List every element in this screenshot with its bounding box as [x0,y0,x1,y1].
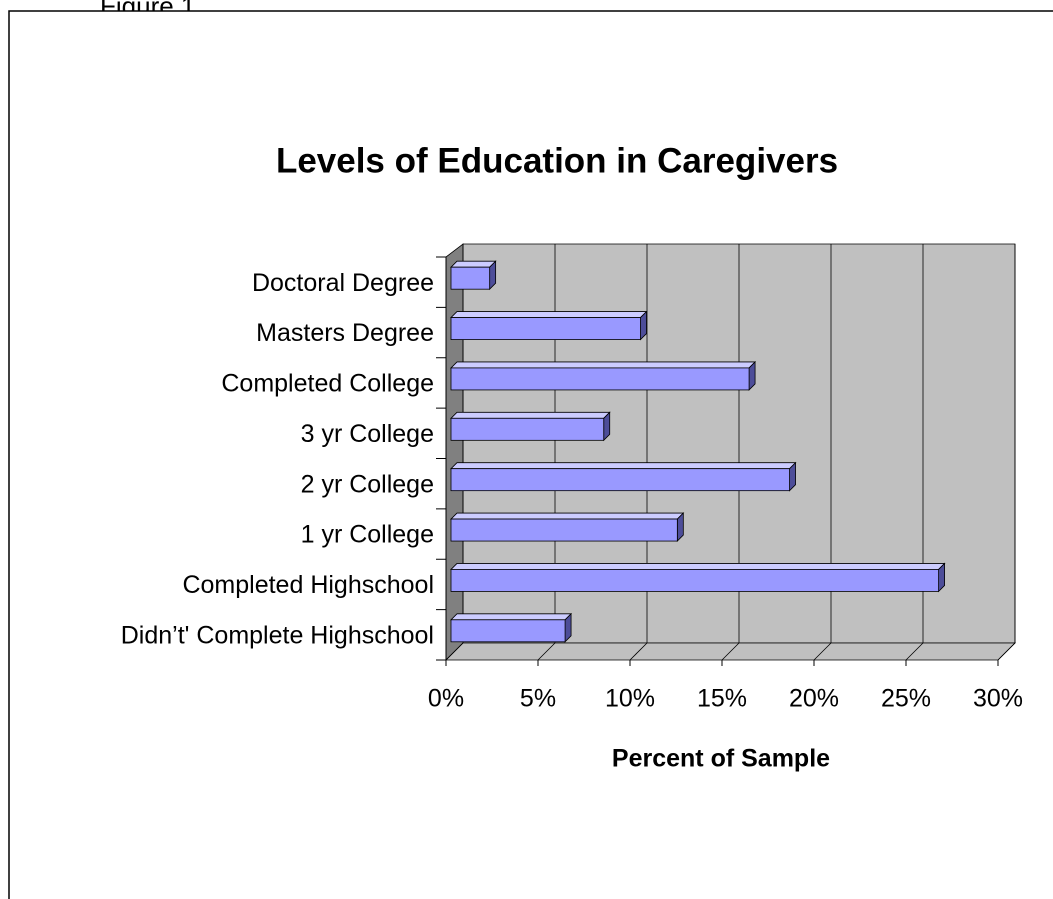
frame [8,10,1053,899]
y-tick-label: 3 yr College [301,420,434,448]
floor-grid-line [445,642,464,661]
bar-front [450,518,678,542]
bar-front [450,417,605,441]
x-tick-label: 15% [697,685,747,713]
bar-top [450,563,946,570]
bar-front [450,266,491,290]
bar [450,411,611,442]
bar-front [450,569,940,592]
y-tick-label: Completed College [221,370,434,398]
y-tick-label: Masters Degree [256,319,434,347]
x-tick-label: 20% [789,685,839,713]
bar-top [450,361,757,369]
x-tick-label: 5% [520,685,556,713]
x-tick-label: 10% [605,685,655,713]
bar [450,612,573,643]
bar-front [450,367,750,391]
y-tick-label: Doctoral Degree [252,269,434,297]
y-tick-label: 2 yr College [301,470,434,498]
floor-grid-line [721,642,740,661]
bar [450,562,946,593]
x-tick-label: 0% [428,685,464,713]
x-tick-label: 30% [973,685,1023,713]
floor-grid-line [629,642,648,661]
floor-grid-line [905,642,924,661]
bar-top [450,512,685,520]
bar [450,360,757,391]
y-tick-label: Completed Highschool [182,571,434,599]
bar-front [450,619,566,643]
bar [450,512,685,543]
bar [450,461,797,492]
bar-top [450,613,573,621]
floor-grid-line [537,642,556,661]
bar-front [450,317,641,340]
side-wall [445,243,464,661]
bar-front [450,468,790,492]
bar [450,310,648,341]
x-tick-label: 25% [881,685,931,713]
floor-grid-line [997,642,1016,661]
bar-top [450,462,797,470]
y-tick-label: Didn’t' Complete Highschool [121,621,434,649]
bar [450,260,497,291]
y-tick-label: 1 yr College [301,521,434,549]
bar-top [450,311,648,318]
floor-grid-line [813,642,832,661]
bar-top [450,411,611,419]
bar-top [450,260,497,268]
chart-title: Levels of Education in Caregivers [276,141,838,180]
x-axis-title: Percent of Sample [612,745,830,773]
